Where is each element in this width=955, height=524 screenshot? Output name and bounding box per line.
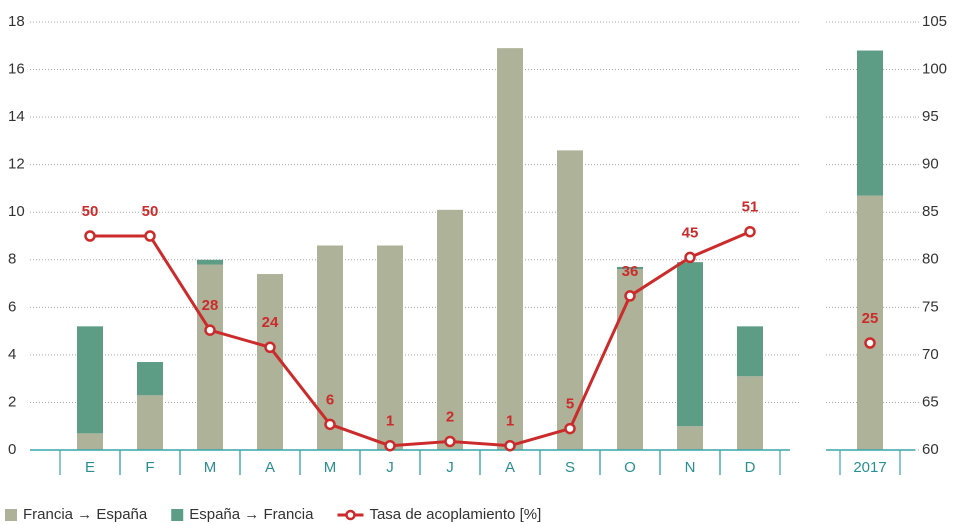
legend-swatch — [345, 509, 356, 521]
y-tick-label: 8 — [8, 251, 16, 268]
y-tick-label: 12 — [8, 156, 25, 173]
bar — [137, 362, 163, 396]
line-marker — [264, 341, 276, 354]
x-tick-label: J — [446, 459, 454, 476]
legend-label: Tasa de acoplamiento [%] — [369, 506, 541, 523]
legend-swatch — [5, 509, 17, 521]
data-label: 28 — [202, 297, 219, 314]
x-tick-label: M — [324, 459, 337, 476]
bar — [677, 262, 703, 427]
bar — [77, 326, 103, 434]
bar — [137, 395, 163, 450]
bar — [437, 209, 463, 450]
y2-tick-label: 70 — [922, 346, 939, 363]
y2-tick-label: 100 — [922, 61, 947, 78]
line — [90, 230, 751, 448]
bar — [617, 266, 643, 270]
y-tick-label: 14 — [8, 108, 25, 125]
bar — [677, 426, 703, 450]
line-marker — [84, 230, 96, 242]
x-tick-label: J — [386, 459, 394, 476]
line-marker — [864, 337, 876, 349]
y2-tick-label: 60 — [922, 441, 939, 458]
bar — [377, 245, 403, 450]
data-label: 50 — [142, 203, 159, 220]
data-label: 6 — [326, 391, 334, 408]
line-marker — [384, 439, 396, 452]
data-label: 36 — [622, 263, 639, 280]
line-marker — [684, 251, 696, 264]
x-tick-label: A — [505, 459, 515, 476]
y2-tick-label: 80 — [922, 251, 939, 268]
y2-tick-label: 95 — [922, 108, 939, 125]
bar — [857, 195, 883, 450]
data-label: 2 — [446, 408, 454, 425]
line-marker — [504, 439, 516, 452]
x-tick-label: N — [685, 459, 696, 476]
data-label: 5 — [566, 396, 574, 413]
data-label: 50 — [82, 203, 99, 220]
bar — [77, 433, 103, 450]
bar — [737, 326, 763, 377]
y-tick-label: 4 — [8, 346, 16, 363]
x-tick-label: 2017 — [853, 459, 886, 476]
line-marker — [624, 290, 636, 302]
y2-tick-label: 85 — [922, 203, 939, 220]
data-label: 51 — [742, 199, 759, 216]
bar — [197, 259, 223, 265]
data-label: 1 — [506, 413, 514, 430]
line-marker — [144, 230, 156, 242]
y2-tick-label: 75 — [922, 298, 939, 315]
y-tick-label: 18 — [8, 13, 25, 30]
bar — [257, 274, 283, 450]
data-label: 45 — [682, 224, 699, 241]
x-tick-label: D — [745, 459, 756, 476]
bar — [317, 245, 343, 450]
x-tick-label: S — [565, 459, 575, 476]
bar — [497, 48, 523, 451]
y-tick-label: 6 — [8, 298, 16, 315]
line-marker — [204, 324, 216, 336]
x-tick-label: F — [145, 459, 154, 476]
x-tick-label: O — [624, 459, 636, 476]
bar — [737, 376, 763, 450]
line-marker — [324, 418, 336, 431]
legend-label: Francia → España — [23, 506, 148, 523]
x-tick-label: A — [265, 459, 275, 476]
y-tick-label: 0 — [8, 441, 16, 458]
line-marker — [744, 225, 756, 238]
y-tick-label: 2 — [8, 393, 16, 410]
x-tick-label: E — [85, 459, 95, 476]
y2-tick-label: 90 — [922, 156, 939, 173]
bar — [197, 264, 223, 450]
bar — [857, 50, 883, 196]
y2-tick-label: 65 — [922, 393, 939, 410]
line-marker — [564, 422, 576, 435]
bar — [557, 150, 583, 450]
line-marker — [444, 435, 456, 448]
data-label: 25 — [862, 310, 879, 327]
y2-tick-label: 105 — [922, 13, 947, 30]
data-label: 1 — [386, 413, 394, 430]
x-tick-label: M — [204, 459, 217, 476]
data-label: 24 — [262, 314, 279, 331]
y-tick-label: 10 — [8, 203, 25, 220]
legend-label: España → Francia — [189, 506, 314, 523]
y-tick-label: 16 — [8, 61, 25, 78]
legend-swatch — [171, 509, 184, 521]
